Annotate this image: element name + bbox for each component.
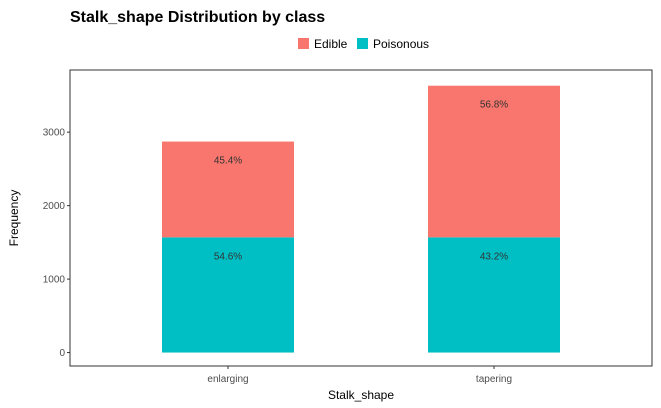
data-label-enlarging-poisonous: 54.6% <box>214 251 242 262</box>
plot-panel-border <box>69 69 653 367</box>
y-axis: 0 1000 2000 3000 <box>43 128 70 359</box>
x-tick-label-enlarging: enlarging <box>207 374 248 385</box>
y-tick-label-0: 0 <box>59 348 65 359</box>
bar-enlarging-poisonous <box>162 237 294 353</box>
x-tick-label-tapering: tapering <box>476 374 512 385</box>
legend-key-poisonous <box>357 38 368 49</box>
y-axis-title: Frequency <box>7 190 21 247</box>
bar-tapering-poisonous <box>428 237 560 353</box>
legend-label-poisonous: Poisonous <box>373 37 429 51</box>
bars <box>162 85 560 353</box>
legend-key-edible <box>298 38 309 49</box>
data-label-tapering-poisonous: 43.2% <box>480 251 508 262</box>
data-label-tapering-edible: 56.8% <box>480 100 508 111</box>
data-label-enlarging-edible: 45.4% <box>214 156 242 167</box>
y-tick-label-1000: 1000 <box>43 275 66 286</box>
y-tick-label-3000: 3000 <box>43 128 66 139</box>
data-labels: 54.6% 45.4% 43.2% 56.8% <box>214 100 508 263</box>
bar-tapering-edible <box>428 85 560 238</box>
y-tick-label-2000: 2000 <box>43 201 66 212</box>
bar-enlarging-edible <box>162 141 294 238</box>
x-axis-title: Stalk_shape <box>328 388 394 402</box>
chart-title: Stalk_shape Distribution by class <box>70 9 325 26</box>
x-axis: enlarging tapering <box>207 366 512 385</box>
legend-label-edible: Edible <box>314 37 348 51</box>
legend: Edible Poisonous <box>298 37 429 51</box>
